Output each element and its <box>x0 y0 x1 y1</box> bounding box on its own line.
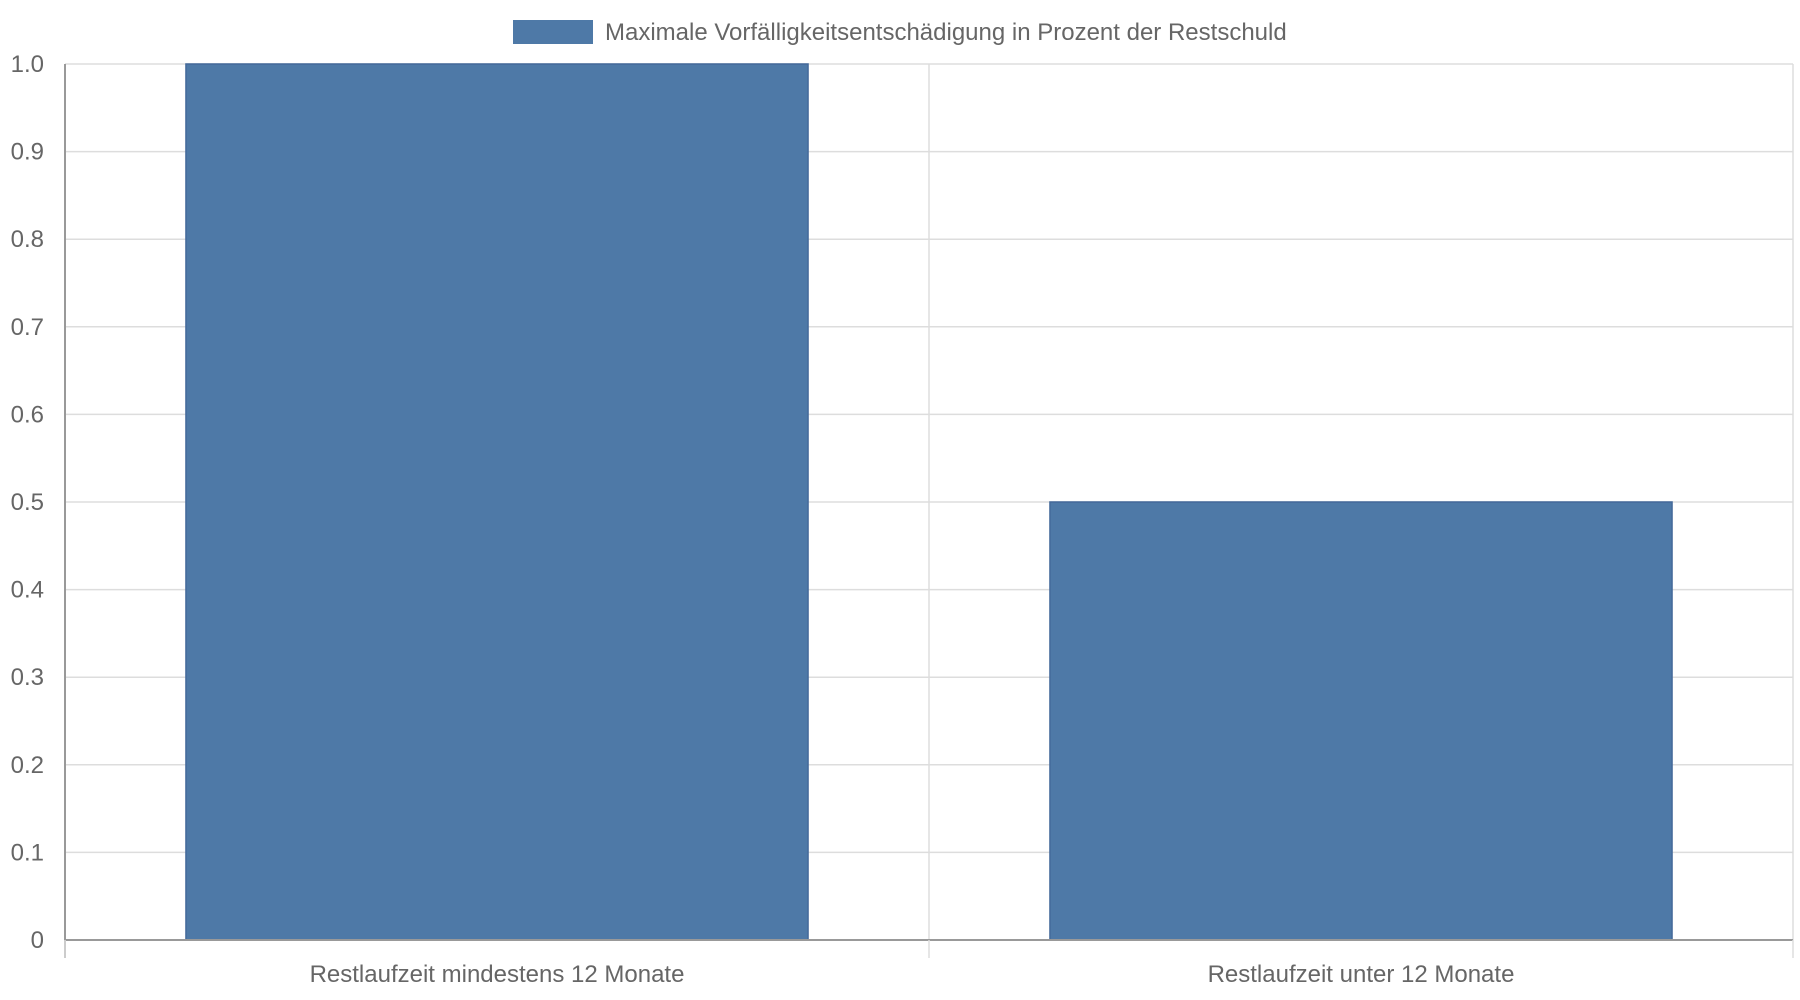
y-tick-label: 0.5 <box>11 489 44 516</box>
legend-swatch <box>513 20 593 44</box>
y-tick-label: 0.4 <box>11 577 44 604</box>
y-tick-label: 0.7 <box>11 314 44 341</box>
y-tick-label: 0.6 <box>11 401 44 428</box>
bar <box>185 63 809 941</box>
x-tick-label: Restlaufzeit mindestens 12 Monate <box>310 961 685 988</box>
y-tick-label: 0.2 <box>11 752 44 779</box>
y-axis-tick-labels: 0 0.1 0.2 0.3 0.4 0.5 0.6 0.7 0.8 0.9 1.0 <box>11 51 44 954</box>
y-tick-label: 0 <box>31 927 44 954</box>
legend: Maximale Vorfälligkeitsentschädigung in … <box>513 19 1287 46</box>
legend-label: Maximale Vorfälligkeitsentschädigung in … <box>605 19 1287 46</box>
y-tick-label: 0.9 <box>11 139 44 166</box>
y-tick-label: 0.8 <box>11 226 44 253</box>
y-tick-label: 1.0 <box>11 51 44 78</box>
x-tick-label: Restlaufzeit unter 12 Monate <box>1208 961 1515 988</box>
y-tick-label: 0.3 <box>11 664 44 691</box>
axes <box>64 64 1794 958</box>
bar <box>1049 501 1673 941</box>
bars <box>185 63 1673 941</box>
x-axis-tick-labels: Restlaufzeit mindestens 12 Monate Restlau… <box>310 961 1515 988</box>
y-tick-label: 0.1 <box>11 839 44 866</box>
